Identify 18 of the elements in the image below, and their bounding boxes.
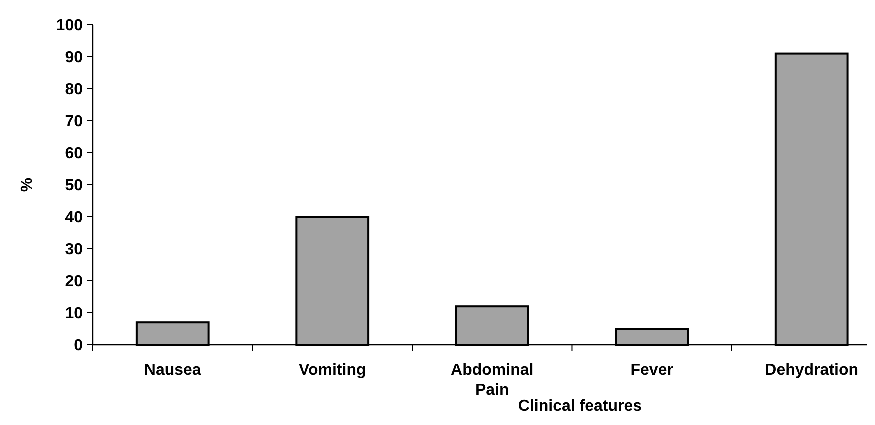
y-tick-label: 10 xyxy=(65,306,84,323)
x-tick-label: Fever xyxy=(630,362,674,379)
y-tick-label: 20 xyxy=(65,274,84,291)
y-tick-label: 70 xyxy=(65,114,84,131)
y-tick-label: 60 xyxy=(65,146,84,163)
y-tick-label: 0 xyxy=(74,338,84,355)
y-tick-label: 80 xyxy=(65,82,84,99)
x-tick-label: Nausea xyxy=(144,362,202,379)
x-axis-title: Clinical features xyxy=(518,398,642,415)
y-tick-label: 40 xyxy=(65,210,84,227)
y-tick-label: 100 xyxy=(56,18,84,35)
x-tick-label: Vomiting xyxy=(298,362,366,379)
y-tick-label: 50 xyxy=(65,178,84,195)
y-tick-label: 30 xyxy=(65,242,84,259)
x-tick-label: Dehydration xyxy=(765,362,859,379)
y-tick-label: 90 xyxy=(65,50,84,67)
y-axis-title: % xyxy=(19,178,36,192)
x-tick-label: Abdominal Pain xyxy=(451,362,534,399)
